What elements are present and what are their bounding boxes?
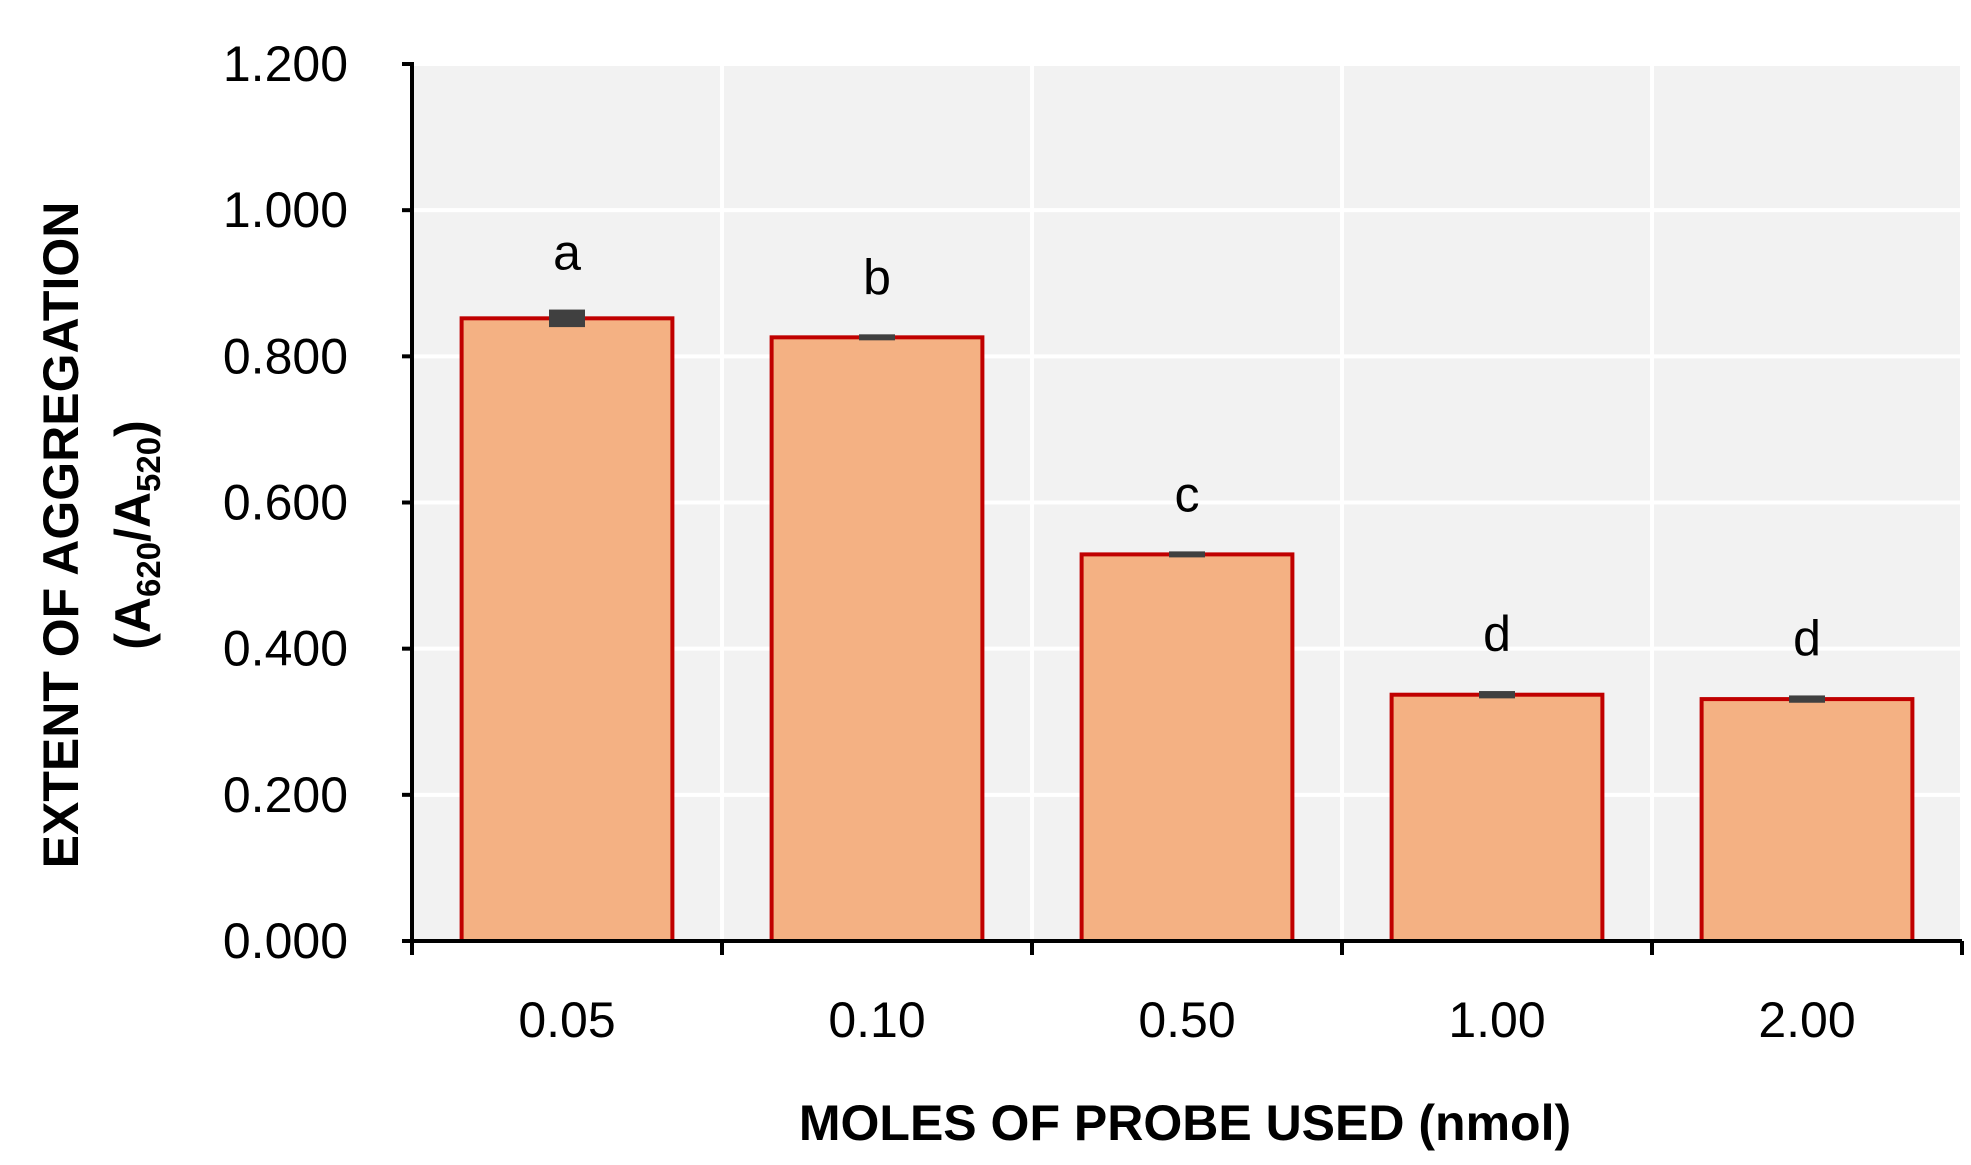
error-bars	[549, 309, 1825, 703]
bar	[459, 316, 675, 943]
significance-label: b	[863, 249, 891, 305]
x-tick-label: 0.50	[1138, 992, 1235, 1048]
error-bar	[1789, 695, 1825, 703]
bar	[769, 335, 985, 943]
y-tick-label: 0.200	[223, 767, 348, 823]
bar	[1699, 697, 1915, 944]
significance-labels: a b c d d	[553, 225, 1821, 667]
y-tick-label: 0.800	[223, 328, 348, 384]
significance-label: c	[1175, 466, 1200, 522]
error-bar	[549, 309, 585, 328]
x-axis-title: MOLES OF PROBE USED (nmol)	[799, 1095, 1571, 1151]
y-tick-label: 0.600	[223, 475, 348, 531]
y-tick-labels: 0.000 0.200 0.400 0.600 0.800 1.000 1.200	[223, 36, 348, 969]
x-tick-labels: 0.05 0.10 0.50 1.00 2.00	[518, 992, 1855, 1048]
x-tick-label: 2.00	[1758, 992, 1855, 1048]
significance-label: d	[1793, 610, 1821, 666]
x-tick-label: 0.10	[828, 992, 925, 1048]
y-axis-title-line1: EXTENT OF AGGREGATION	[33, 202, 89, 869]
bars	[459, 316, 1915, 944]
y-tick-label: 0.400	[223, 621, 348, 677]
y-tick-label: 0.000	[223, 913, 348, 969]
bar	[1389, 692, 1605, 943]
bar	[1079, 552, 1295, 943]
x-tick-label: 1.00	[1448, 992, 1545, 1048]
error-bar	[1169, 551, 1205, 558]
y-axis-title-line2: (A620/A520)	[105, 420, 167, 650]
x-tick-label: 0.05	[518, 992, 615, 1048]
error-bar	[1479, 691, 1515, 699]
significance-label: d	[1483, 606, 1511, 662]
y-tick-label: 1.000	[223, 182, 348, 238]
significance-label: a	[553, 225, 581, 281]
y-axis-title: EXTENT OF AGGREGATION (A620/A520)	[33, 202, 167, 869]
error-bar	[859, 334, 895, 341]
y-tick-label: 1.200	[223, 36, 348, 92]
axes	[402, 62, 1964, 955]
